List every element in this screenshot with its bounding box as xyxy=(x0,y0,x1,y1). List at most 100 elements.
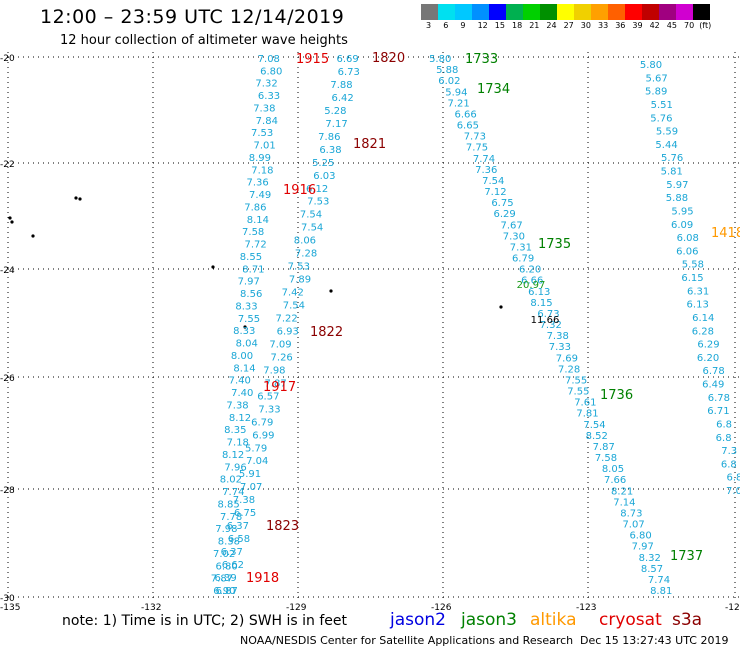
colorbar-cell xyxy=(676,4,693,20)
wave-height-label: 7.02 xyxy=(213,549,235,560)
colorbar-tick-label: (ft) xyxy=(699,21,712,30)
wave-height-label: 6.57 xyxy=(257,391,279,402)
wave-height-label: 6.71 xyxy=(707,406,729,417)
colorbar-cell xyxy=(421,4,438,20)
wave-height-label: 6.8 xyxy=(716,419,732,430)
wave-height-label: 6.09 xyxy=(671,220,693,231)
wave-height-label: 6.99 xyxy=(252,430,274,441)
wave-height-label: 8.35 xyxy=(224,425,246,436)
lat-tick-label: -20 xyxy=(0,54,15,64)
colorbar-tick-label: 6 xyxy=(443,21,449,30)
colorbar-tick-label: 39 xyxy=(632,21,643,30)
colorbar-tick-label: 21 xyxy=(529,21,540,30)
lat-tick-label: -22 xyxy=(0,160,15,170)
wave-height-label: 7.07 xyxy=(240,482,262,493)
wave-height-label: 7.38 xyxy=(547,331,569,342)
wave-height-label: 6.78 xyxy=(703,366,725,377)
satellite-name-cryosat: cryosat xyxy=(599,610,662,630)
wave-height-label: 8.32 xyxy=(639,553,661,564)
wave-height-label: 6.90 xyxy=(213,586,235,597)
wave-height-label: 7.38 xyxy=(226,400,248,411)
wave-height-label: 7.86 xyxy=(318,132,340,143)
colorbar-cell xyxy=(455,4,472,20)
pass-time-label: 1823 xyxy=(266,519,299,534)
wave-height-label: 7.30 xyxy=(503,231,525,242)
pass-time-label: 1917 xyxy=(263,380,296,395)
island-marker xyxy=(74,196,78,200)
wave-height-label: 5.76 xyxy=(650,113,672,124)
island-marker xyxy=(329,289,333,293)
wave-height-label: 6.33 xyxy=(258,91,280,102)
wave-height-label: 8.14 xyxy=(233,363,255,374)
wave-height-colorbar xyxy=(421,4,710,20)
wave-height-label: 8.57 xyxy=(641,564,663,575)
wave-height-label: 6.8 xyxy=(716,433,732,444)
wave-height-label: 8.55 xyxy=(240,252,262,263)
wave-height-label: 6.58 xyxy=(228,534,250,545)
satellite-name-s3a: s3a xyxy=(672,610,703,630)
colorbar-tick-label: 45 xyxy=(666,21,677,30)
wave-height-label: 8.21 xyxy=(611,486,633,497)
wave-height-label: 7.18 xyxy=(227,438,249,449)
colorbar-tick-label: 27 xyxy=(563,21,574,30)
wave-height-label: 8.02 xyxy=(220,475,242,486)
colorbar-tick-label: 70 xyxy=(684,21,695,30)
wave-height-label: 5.95 xyxy=(671,206,693,217)
wave-height-label: 8.12 xyxy=(229,413,251,424)
wave-height-label: 7.01 xyxy=(253,141,275,152)
altimeter-map: -20 -22 -24 -26 -28 -30-135 -132 -129 -126 -123 -1… xyxy=(0,51,740,610)
colorbar-tick-label: 30 xyxy=(580,21,591,30)
wave-height-label: 7.54 xyxy=(300,210,322,221)
wave-height-label: 7.96 xyxy=(224,462,246,473)
wave-height-label: 7.32 xyxy=(255,79,277,90)
wave-height-label: 7.55 xyxy=(567,387,589,398)
wave-height-label: 6.8 xyxy=(721,459,737,470)
wave-height-label: 6.13 xyxy=(528,287,550,298)
wave-height-label: 8.14 xyxy=(247,215,269,226)
pass-time-label: 1821 xyxy=(353,137,386,152)
wave-height-label: 7.61 xyxy=(574,398,596,409)
wave-height-label: 7.98 xyxy=(263,365,285,376)
colorbar-cell xyxy=(642,4,659,20)
wave-height-label: 7.89 xyxy=(289,275,311,286)
lon-tick-label: -135 xyxy=(0,603,20,610)
wave-height-label: 5.94 xyxy=(445,87,467,98)
wave-height-label: 7.28 xyxy=(558,364,580,375)
lon-tick-label: -123 xyxy=(576,603,596,610)
colorbar-tick-label: 36 xyxy=(615,21,626,30)
wave-height-label: 7.38 xyxy=(233,495,255,506)
pass-time-label: 1735 xyxy=(538,237,571,252)
colorbar-cell xyxy=(625,4,642,20)
colorbar-cell xyxy=(438,4,455,20)
lat-tick-label: -24 xyxy=(0,266,15,276)
wave-height-label: 6.06 xyxy=(676,246,698,257)
colorbar-cell xyxy=(693,4,710,20)
colorbar-tick-label: 15 xyxy=(494,21,505,30)
wave-height-label: 6.69 xyxy=(336,54,358,65)
wave-height-label: 7.33 xyxy=(258,404,280,415)
colorbar-tick-label: 9 xyxy=(460,21,466,30)
colorbar-cell xyxy=(574,4,591,20)
wave-height-label: 6.03 xyxy=(313,171,335,182)
wave-height-label: 6.87 xyxy=(216,586,238,597)
wave-height-label: 7.58 xyxy=(242,227,264,238)
wave-height-label: 7.38 xyxy=(253,103,275,114)
wave-height-label: 6.02 xyxy=(438,76,460,87)
lat-tick-label: -28 xyxy=(0,486,15,496)
pass-time-label: 1820 xyxy=(372,51,405,66)
wave-height-label: 7.55 xyxy=(238,314,260,325)
wave-height-label: 7.3 xyxy=(721,446,737,457)
wave-height-label: 7.75 xyxy=(466,143,488,154)
wave-height-label: 5.58 xyxy=(682,260,704,271)
wave-height-label: 6.73 xyxy=(537,309,559,320)
wave-height-label: 6.14 xyxy=(692,313,714,324)
wave-height-label: 6.62 xyxy=(222,560,244,571)
wave-height-label: 6.29 xyxy=(494,209,516,220)
wave-height-label: 6.93 xyxy=(277,326,299,337)
island-marker xyxy=(211,265,215,269)
wave-height-label: 7.09 xyxy=(269,339,291,350)
wave-height-label: 8.81 xyxy=(650,586,672,597)
island-marker xyxy=(243,325,247,329)
generation-timestamp: Dec 15 13:27:43 UTC 2019 xyxy=(580,634,729,647)
wave-height-label: 7.73 xyxy=(464,132,486,143)
